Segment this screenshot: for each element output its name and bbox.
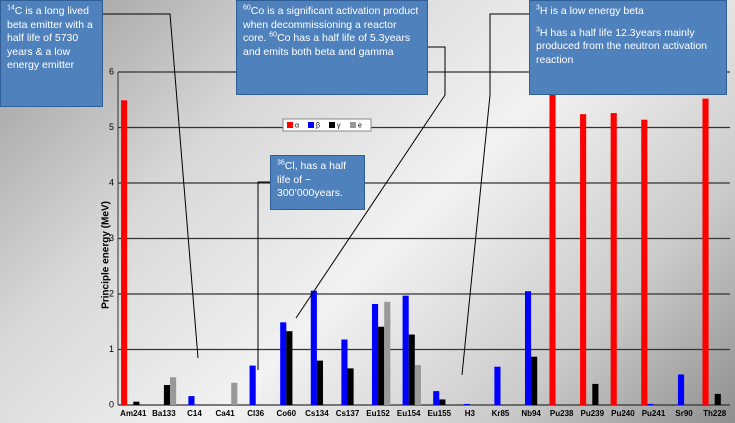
x-tick-label: C14 [187,409,202,418]
callout: 60Co is a significant activation product… [236,0,428,95]
x-tick-label: Cs134 [305,409,329,418]
connectors [103,13,529,376]
bar [610,113,617,405]
superscript: 60 [243,4,251,12]
callout: 36Cl, has a half life of ~ 300’000years. [270,155,365,210]
bar [133,401,140,405]
callout-text: C is a long lived beta emitter with a ha… [7,5,93,71]
legend-label: γ [337,122,341,129]
x-tick-label: Co60 [277,409,297,418]
bar [647,403,654,405]
superscript: 14 [7,4,15,12]
x-tick-label: Pu239 [581,409,605,418]
bar [677,374,685,405]
bar [402,295,409,405]
bar [231,382,238,405]
x-tick-label: Eu154 [397,409,421,418]
x-tick-label: Ca41 [216,409,236,418]
bar [170,377,177,405]
bar [188,396,195,405]
x-tick-label: Th228 [703,409,727,418]
y-tick-label: 3 [109,233,114,243]
callout-paragraph: 60Co is a significant activation product… [243,5,421,59]
legend-label: e [358,122,362,129]
callout-paragraph: 36Cl, has a half life of ~ 300’000years. [277,160,358,201]
y-axis-label: Principle energy (MeV) [101,201,112,309]
x-tick-label: Pu241 [642,409,666,418]
bar [341,339,348,405]
legend-swatch [308,122,314,128]
legend-label: β [316,122,320,129]
bar [310,290,317,405]
x-tick-label: Sr90 [675,409,693,418]
bar [433,391,440,405]
bar [384,301,391,405]
bar [531,356,538,405]
legend-box [282,118,372,132]
superscript: 3 [536,26,540,33]
bar [316,360,324,405]
y-tick-label: 6 [109,66,114,76]
y-tick-label: 5 [109,122,114,132]
bar [371,303,379,405]
x-tick-label: Cs137 [336,409,360,418]
callout-text: Co is a significant activation product w… [243,5,419,44]
callout-text: Co has a half life of 5.3years and emits… [243,32,411,58]
bar [702,98,709,405]
callout: 14C is a long lived beta emitter with a … [0,0,103,107]
callout-text: H is a low energy beta [539,5,644,17]
legend-swatch [329,122,335,128]
bar [714,393,721,405]
x-tick-label: Ba133 [152,409,176,418]
bar [163,385,171,405]
superscript: 60 [269,31,278,39]
bar [408,334,415,405]
x-tick-label: Am241 [120,409,147,418]
bar [524,291,532,405]
legend-swatch [287,122,293,128]
legend-swatch [350,122,356,128]
bar [414,365,421,405]
y-tick-label: 2 [109,288,114,298]
x-tick-label: Eu155 [428,409,452,418]
y-tick-label: 0 [109,399,114,409]
bar [592,383,599,405]
bar [494,366,501,405]
bar [280,322,287,405]
callout-paragraph: 3H is a low energy beta [536,5,720,19]
x-tick-label: H3 [465,409,476,418]
bar [463,403,470,405]
y-tick-label: 1 [109,344,114,354]
x-tick-label: Eu152 [366,409,390,418]
callout-paragraph: 3H has a half life 12.3years mainly prod… [536,26,720,68]
x-tick-label: Pu238 [550,409,574,418]
bar [641,119,648,405]
callout-paragraph: 14C is a long lived beta emitter with a … [7,5,96,73]
superscript: 36 [277,159,285,167]
callout-text: H has a half life 12.3years mainly produ… [536,26,708,66]
bar [439,399,446,405]
bar [249,365,256,405]
callout: 3H is a low energy beta 3H has a half lif… [529,0,727,95]
x-tick-label: Kr85 [492,409,510,418]
bar [286,331,293,405]
callout-text: Cl, has a half life of ~ 300’000years. [277,160,347,199]
x-tick-label: Cl36 [247,409,264,418]
x-tick-label: Nb94 [521,409,541,418]
bar [121,100,128,406]
bar [549,94,556,405]
y-tick-label: 4 [109,177,114,187]
bar [378,326,385,405]
legend-label: α [295,122,299,129]
x-tick-label: Pu240 [611,409,635,418]
bar [580,114,587,406]
bar [347,368,354,405]
superscript: 3 [536,4,540,12]
